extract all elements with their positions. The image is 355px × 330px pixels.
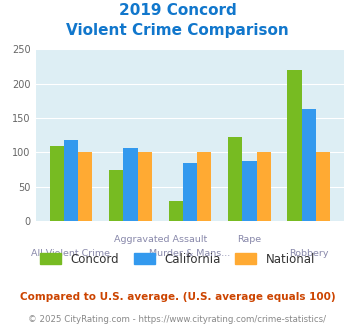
Legend: Concord, California, National: Concord, California, National <box>36 248 320 270</box>
Bar <box>228 137 242 221</box>
Text: All Violent Crime: All Violent Crime <box>32 249 110 258</box>
Bar <box>78 152 92 221</box>
Bar <box>302 109 316 221</box>
Text: © 2025 CityRating.com - https://www.cityrating.com/crime-statistics/: © 2025 CityRating.com - https://www.city… <box>28 315 327 324</box>
Bar <box>169 201 183 221</box>
Text: Murder & Mans...: Murder & Mans... <box>149 249 230 258</box>
Bar <box>316 152 330 221</box>
Text: Aggravated Assault: Aggravated Assault <box>114 235 207 244</box>
Bar <box>50 146 64 221</box>
Text: Compared to U.S. average. (U.S. average equals 100): Compared to U.S. average. (U.S. average … <box>20 292 335 302</box>
Bar <box>257 152 271 221</box>
Text: Robbery: Robbery <box>289 249 329 258</box>
Text: 2019 Concord: 2019 Concord <box>119 3 236 18</box>
Text: Violent Crime Comparison: Violent Crime Comparison <box>66 23 289 38</box>
Bar <box>138 152 152 221</box>
Bar <box>288 70 302 221</box>
Bar <box>242 161 257 221</box>
Bar <box>64 140 78 221</box>
Bar <box>123 148 138 221</box>
Bar <box>109 170 123 221</box>
Text: Rape: Rape <box>237 235 262 244</box>
Bar <box>183 163 197 221</box>
Bar <box>197 152 211 221</box>
